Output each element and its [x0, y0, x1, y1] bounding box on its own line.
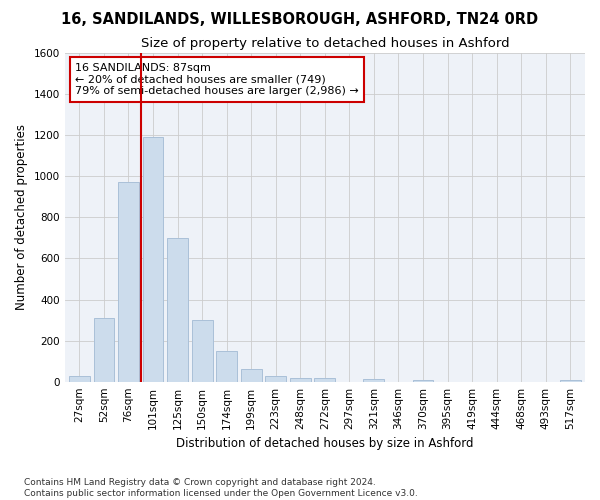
Bar	[290, 378, 311, 382]
Bar	[167, 238, 188, 382]
Text: Contains HM Land Registry data © Crown copyright and database right 2024.
Contai: Contains HM Land Registry data © Crown c…	[24, 478, 418, 498]
X-axis label: Distribution of detached houses by size in Ashford: Distribution of detached houses by size …	[176, 437, 473, 450]
Text: 16, SANDILANDS, WILLESBOROUGH, ASHFORD, TN24 0RD: 16, SANDILANDS, WILLESBOROUGH, ASHFORD, …	[61, 12, 539, 28]
Bar	[265, 376, 286, 382]
Title: Size of property relative to detached houses in Ashford: Size of property relative to detached ho…	[140, 38, 509, 51]
Bar	[413, 380, 433, 382]
Text: 16 SANDILANDS: 87sqm
← 20% of detached houses are smaller (749)
79% of semi-deta: 16 SANDILANDS: 87sqm ← 20% of detached h…	[75, 63, 359, 96]
Bar	[560, 380, 581, 382]
Bar	[216, 351, 237, 382]
Bar	[191, 320, 212, 382]
Bar	[118, 182, 139, 382]
Bar	[314, 378, 335, 382]
Bar	[69, 376, 90, 382]
Bar	[364, 378, 385, 382]
Bar	[241, 370, 262, 382]
Bar	[143, 138, 163, 382]
Bar	[94, 318, 115, 382]
Y-axis label: Number of detached properties: Number of detached properties	[15, 124, 28, 310]
